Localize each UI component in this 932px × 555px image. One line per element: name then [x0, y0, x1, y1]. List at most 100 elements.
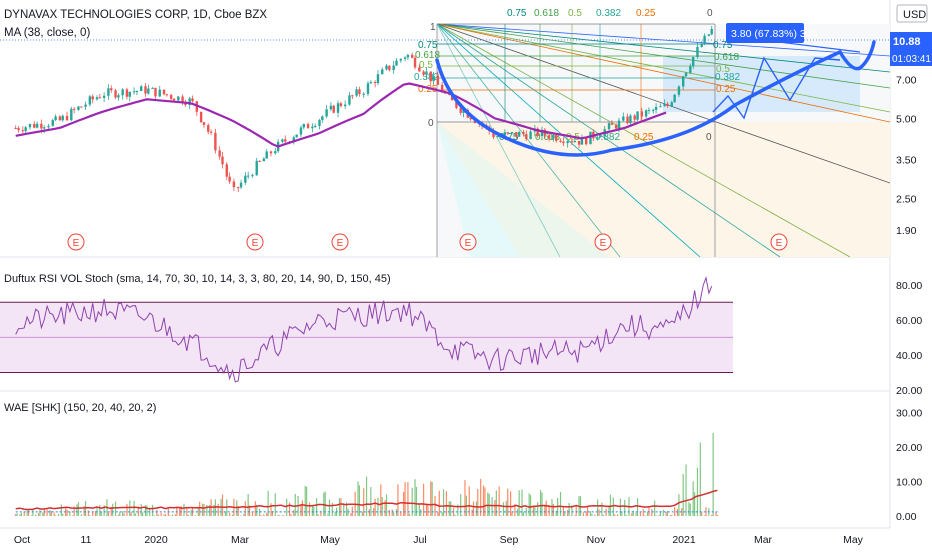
wae-bar: [153, 515, 155, 516]
wae-bar: [575, 506, 577, 516]
candle-body: [188, 98, 191, 105]
wae-bar: [163, 514, 165, 516]
wae-bar: [164, 514, 167, 516]
wae-bar: [551, 499, 553, 516]
wae-bar: [286, 498, 288, 516]
candle-body: [147, 88, 150, 94]
time-tick-label: Oct: [14, 534, 30, 546]
wae-bar: [605, 508, 607, 516]
candle-body: [135, 91, 139, 93]
candle-body: [455, 100, 458, 108]
candle-body: [659, 106, 662, 108]
wae-bar: [609, 494, 612, 516]
candle-body: [128, 91, 131, 97]
wae-bar: [270, 503, 272, 516]
wae-bar: [582, 512, 584, 516]
wae-bar: [589, 511, 592, 516]
fib-zone-cyan: [437, 122, 520, 257]
countdown-tag: [890, 50, 932, 66]
candle-body: [640, 111, 644, 117]
wae-bar: [505, 500, 507, 516]
candle-body: [522, 131, 525, 135]
wae-bar: [522, 512, 525, 516]
wae-bar: [149, 507, 151, 516]
wae-bar: [411, 487, 413, 516]
wae-bar: [665, 511, 667, 516]
wae-bar: [271, 511, 274, 516]
wae-bar: [19, 514, 21, 516]
wae-bar: [666, 511, 669, 516]
wae-bar: [715, 511, 717, 516]
currency-box[interactable]: [896, 4, 928, 23]
rsi-panel: Duftux RSI VOL Stoch (sma, 14, 70, 30, 1…: [0, 273, 733, 383]
candle-body: [232, 181, 236, 188]
wae-bar: [381, 497, 383, 516]
candle-body: [17, 128, 20, 131]
candle-body: [677, 86, 681, 95]
candle-body: [95, 97, 99, 100]
rsi-tick-label: 60.00: [896, 315, 922, 327]
earnings-marker[interactable]: [67, 233, 85, 251]
wae-bar: [598, 509, 600, 516]
wae-bar: [350, 513, 352, 516]
candle-body: [577, 141, 581, 145]
candle-body: [77, 106, 80, 110]
wae-bar: [625, 514, 627, 516]
wae-bar: [567, 509, 569, 516]
candle-body: [510, 132, 514, 134]
candle-body: [332, 105, 335, 113]
earnings-marker[interactable]: [246, 233, 264, 251]
wae-bar: [688, 502, 690, 516]
earnings-marker[interactable]: [459, 233, 477, 251]
wae-bar: [482, 485, 485, 516]
wae-bar: [157, 514, 159, 516]
wae-bar: [156, 509, 158, 516]
candle-body: [172, 98, 176, 101]
wae-bar: [300, 504, 302, 516]
wae-bar: [685, 464, 687, 516]
candle-body: [348, 95, 351, 105]
wae-bar: [99, 504, 101, 516]
wae-bar: [306, 486, 308, 516]
candle-body: [274, 151, 277, 154]
wae-bar: [374, 498, 376, 516]
wae-bar: [187, 514, 189, 516]
wae-bar: [49, 510, 51, 516]
wae-bar: [545, 500, 547, 516]
time-tick-label: Sep: [500, 534, 519, 546]
wae-bar: [407, 482, 409, 516]
wae-bar: [415, 486, 418, 516]
wae-bar: [50, 510, 52, 516]
wae-bar: [133, 500, 135, 516]
earnings-marker[interactable]: [770, 233, 788, 251]
wae-bar: [209, 505, 211, 516]
candle-body: [110, 88, 113, 91]
wae-bar: [614, 514, 616, 516]
candle-body: [355, 89, 358, 96]
candle-body: [117, 95, 120, 98]
earnings-marker[interactable]: [594, 233, 612, 251]
wae-panel: WAE [SHK] (150, 20, 40, 20, 2): [4, 402, 719, 516]
wae-bar: [391, 509, 393, 516]
candle-body: [652, 109, 655, 111]
wae-bar: [267, 490, 269, 516]
candle-body: [670, 102, 673, 107]
wae-bar: [676, 508, 679, 516]
earnings-marker[interactable]: [331, 233, 349, 251]
wae-bar: [500, 515, 502, 516]
wae-bar: [646, 511, 649, 516]
candle-body: [244, 175, 247, 183]
candle-body: [125, 89, 129, 97]
wae-bar: [23, 511, 25, 516]
candle-body: [673, 94, 676, 103]
wae-bar: [100, 511, 102, 516]
wae-bar: [20, 512, 22, 516]
candle-body: [329, 105, 333, 110]
candle-body: [51, 120, 54, 126]
wae-bar: [460, 494, 462, 516]
wae-bar: [591, 513, 593, 516]
wae-bar: [42, 512, 44, 516]
candle-body: [314, 125, 317, 127]
wae-bar: [107, 512, 109, 516]
handle-curve: [838, 40, 876, 71]
